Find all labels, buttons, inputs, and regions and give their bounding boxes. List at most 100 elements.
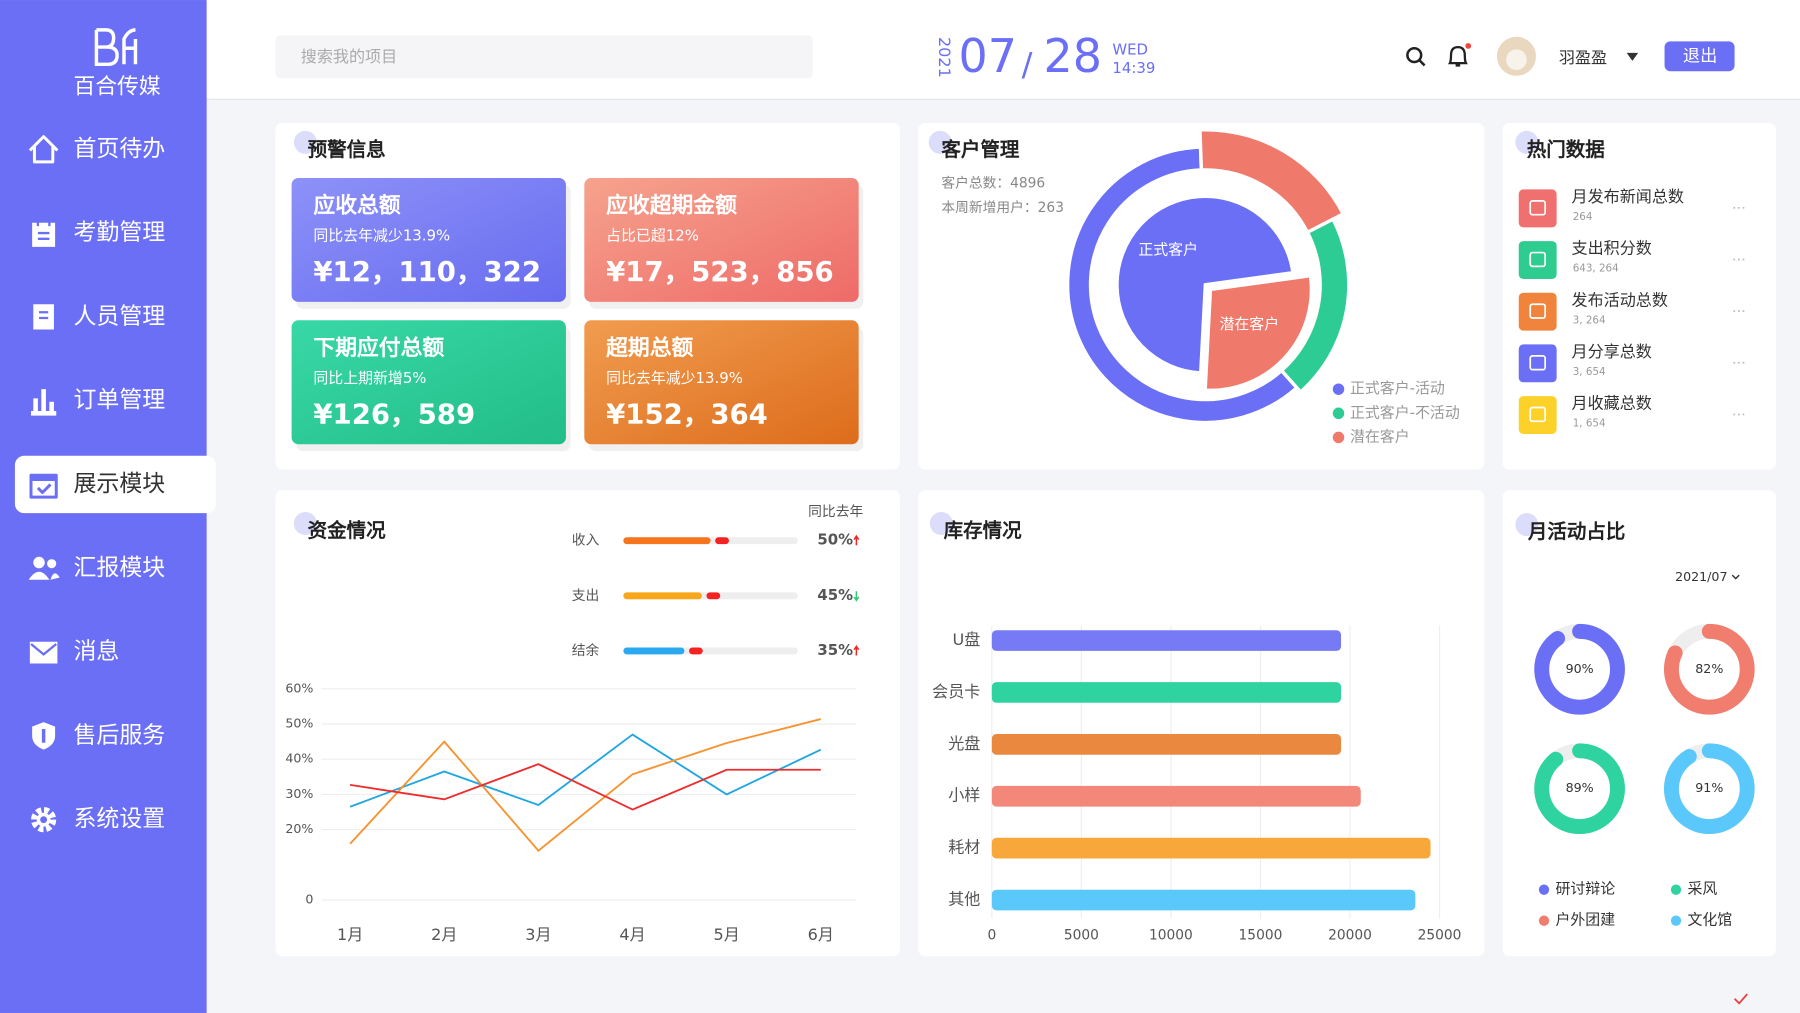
hot-icon-glyph [1529, 406, 1547, 423]
search-icon[interactable] [1406, 46, 1426, 67]
legend-label: 研讨辩论 [1555, 880, 1615, 898]
y-tick-label: 0 [305, 892, 313, 907]
x-tick-label: 1月 [337, 925, 363, 944]
legend-swatch [1538, 915, 1550, 926]
comparison-label: 支出 [572, 588, 600, 604]
hot-name: 发布活动总数 [1572, 290, 1668, 309]
hot-value: 264 [1573, 211, 1593, 223]
period-select[interactable]: 2021/07 [1675, 569, 1727, 584]
nav-item[interactable]: 订单管理 [73, 387, 165, 413]
icon-part [30, 643, 57, 656]
donut-label: 89% [1566, 780, 1594, 795]
nav-item[interactable]: 人员管理 [73, 303, 165, 329]
nav-item[interactable]: 首页待办 [73, 136, 165, 162]
alert-value: ¥126，589 [313, 399, 475, 431]
icon-part [50, 573, 60, 580]
nav-item[interactable]: 系统设置 [73, 806, 165, 832]
nav-item[interactable]: 消息 [73, 639, 119, 665]
y-tick-label: 20% [285, 821, 313, 836]
alert-title: 超期总额 [606, 335, 693, 361]
alert-title: 应收总额 [313, 193, 400, 219]
comparison-value: 35% [817, 641, 853, 659]
alert-value: ¥12，110，322 [313, 256, 541, 288]
icon-part [36, 483, 52, 494]
y-tick-label: 耗材 [948, 838, 980, 857]
x-tick-label: 4月 [619, 925, 645, 944]
progress-marker [715, 537, 729, 545]
alert-card [584, 177, 859, 302]
title-dot [293, 512, 317, 535]
hot-name: 月收藏总数 [1572, 394, 1652, 413]
icon-part [32, 222, 56, 247]
nav-icon [30, 389, 57, 416]
y-tick-label: 50% [285, 716, 313, 731]
date-weekday: WED [1112, 41, 1148, 59]
legend-swatch [1538, 884, 1550, 895]
nav-item[interactable]: 售后服务 [73, 722, 165, 748]
alert-card [584, 320, 859, 445]
x-tick-label: 25000 [1418, 928, 1462, 944]
bar [991, 630, 1342, 651]
slice-label: 潜在客户 [1219, 315, 1279, 333]
hot-value: 643, 264 [1573, 263, 1619, 275]
nav-icon [28, 556, 60, 580]
x-tick-label: 2月 [431, 925, 457, 944]
donut-arc [1534, 743, 1625, 835]
user-name[interactable]: 羽盈盈 [1559, 48, 1607, 67]
date-month: 07 [959, 29, 1017, 83]
legend-swatch [1332, 431, 1345, 444]
panel-title: 预警信息 [308, 138, 386, 161]
nav-icon [29, 473, 58, 499]
icon-part [30, 807, 57, 833]
user-caret[interactable] [1626, 52, 1639, 61]
check-icon [1733, 993, 1748, 1005]
alert-subtitle: 同比上期新增5% [313, 369, 426, 387]
nav-item[interactable]: 展示模块 [73, 471, 165, 497]
hot-icon [1518, 292, 1557, 331]
icon-part [36, 219, 51, 240]
date-time: 14:39 [1112, 59, 1155, 77]
panel-title: 资金情况 [308, 519, 387, 542]
comparison-header: 同比去年 [808, 504, 863, 520]
period-caret[interactable] [1731, 574, 1740, 580]
icon-part [40, 816, 48, 824]
legend-label: 正式客户-活动 [1350, 379, 1445, 397]
nav-item[interactable]: 汇报模块 [73, 555, 165, 581]
alert-value: ¥152，364 [606, 399, 768, 431]
y-tick-label: U盘 [953, 630, 981, 649]
hot-icon [1518, 396, 1557, 434]
y-tick-label: 60% [285, 680, 313, 695]
legend-label: 正式客户-不活动 [1350, 403, 1460, 421]
pie-slice [1203, 273, 1314, 393]
nav-icon [28, 135, 59, 164]
legend-swatch [1670, 915, 1682, 926]
y-tick-label: 40% [285, 751, 313, 766]
panel-title: 库存情况 [944, 519, 1023, 542]
comparison-label: 结余 [572, 642, 600, 659]
nav-icon [29, 641, 58, 664]
logout-button[interactable] [1664, 41, 1735, 72]
title-dot [929, 512, 953, 535]
x-tick-label: 0 [987, 928, 996, 944]
hot-icon-glyph [1529, 200, 1547, 216]
nav-item[interactable]: 考勤管理 [73, 220, 165, 246]
icon-part [28, 135, 59, 164]
search-box[interactable] [275, 35, 813, 79]
pie-slice [1279, 216, 1351, 395]
hot-name: 月发布新闻总数 [1572, 187, 1684, 206]
panel-title: 热门数据 [1527, 138, 1605, 161]
comparison-label: 收入 [572, 533, 600, 549]
legend-label: 潜在客户 [1350, 427, 1410, 445]
alert-card [291, 177, 566, 302]
legend-swatch [1670, 884, 1682, 895]
x-tick-label: 20000 [1328, 928, 1372, 944]
panel-title: 客户管理 [941, 138, 1020, 161]
progress-bar [623, 537, 711, 545]
x-tick-label: 15000 [1239, 928, 1283, 944]
trend-arrow [853, 591, 860, 602]
donut-arc [1534, 623, 1625, 715]
bar [991, 837, 1431, 859]
comparison-value: 45% [817, 586, 853, 604]
bell-icon[interactable] [1448, 43, 1472, 67]
panel [275, 490, 900, 957]
